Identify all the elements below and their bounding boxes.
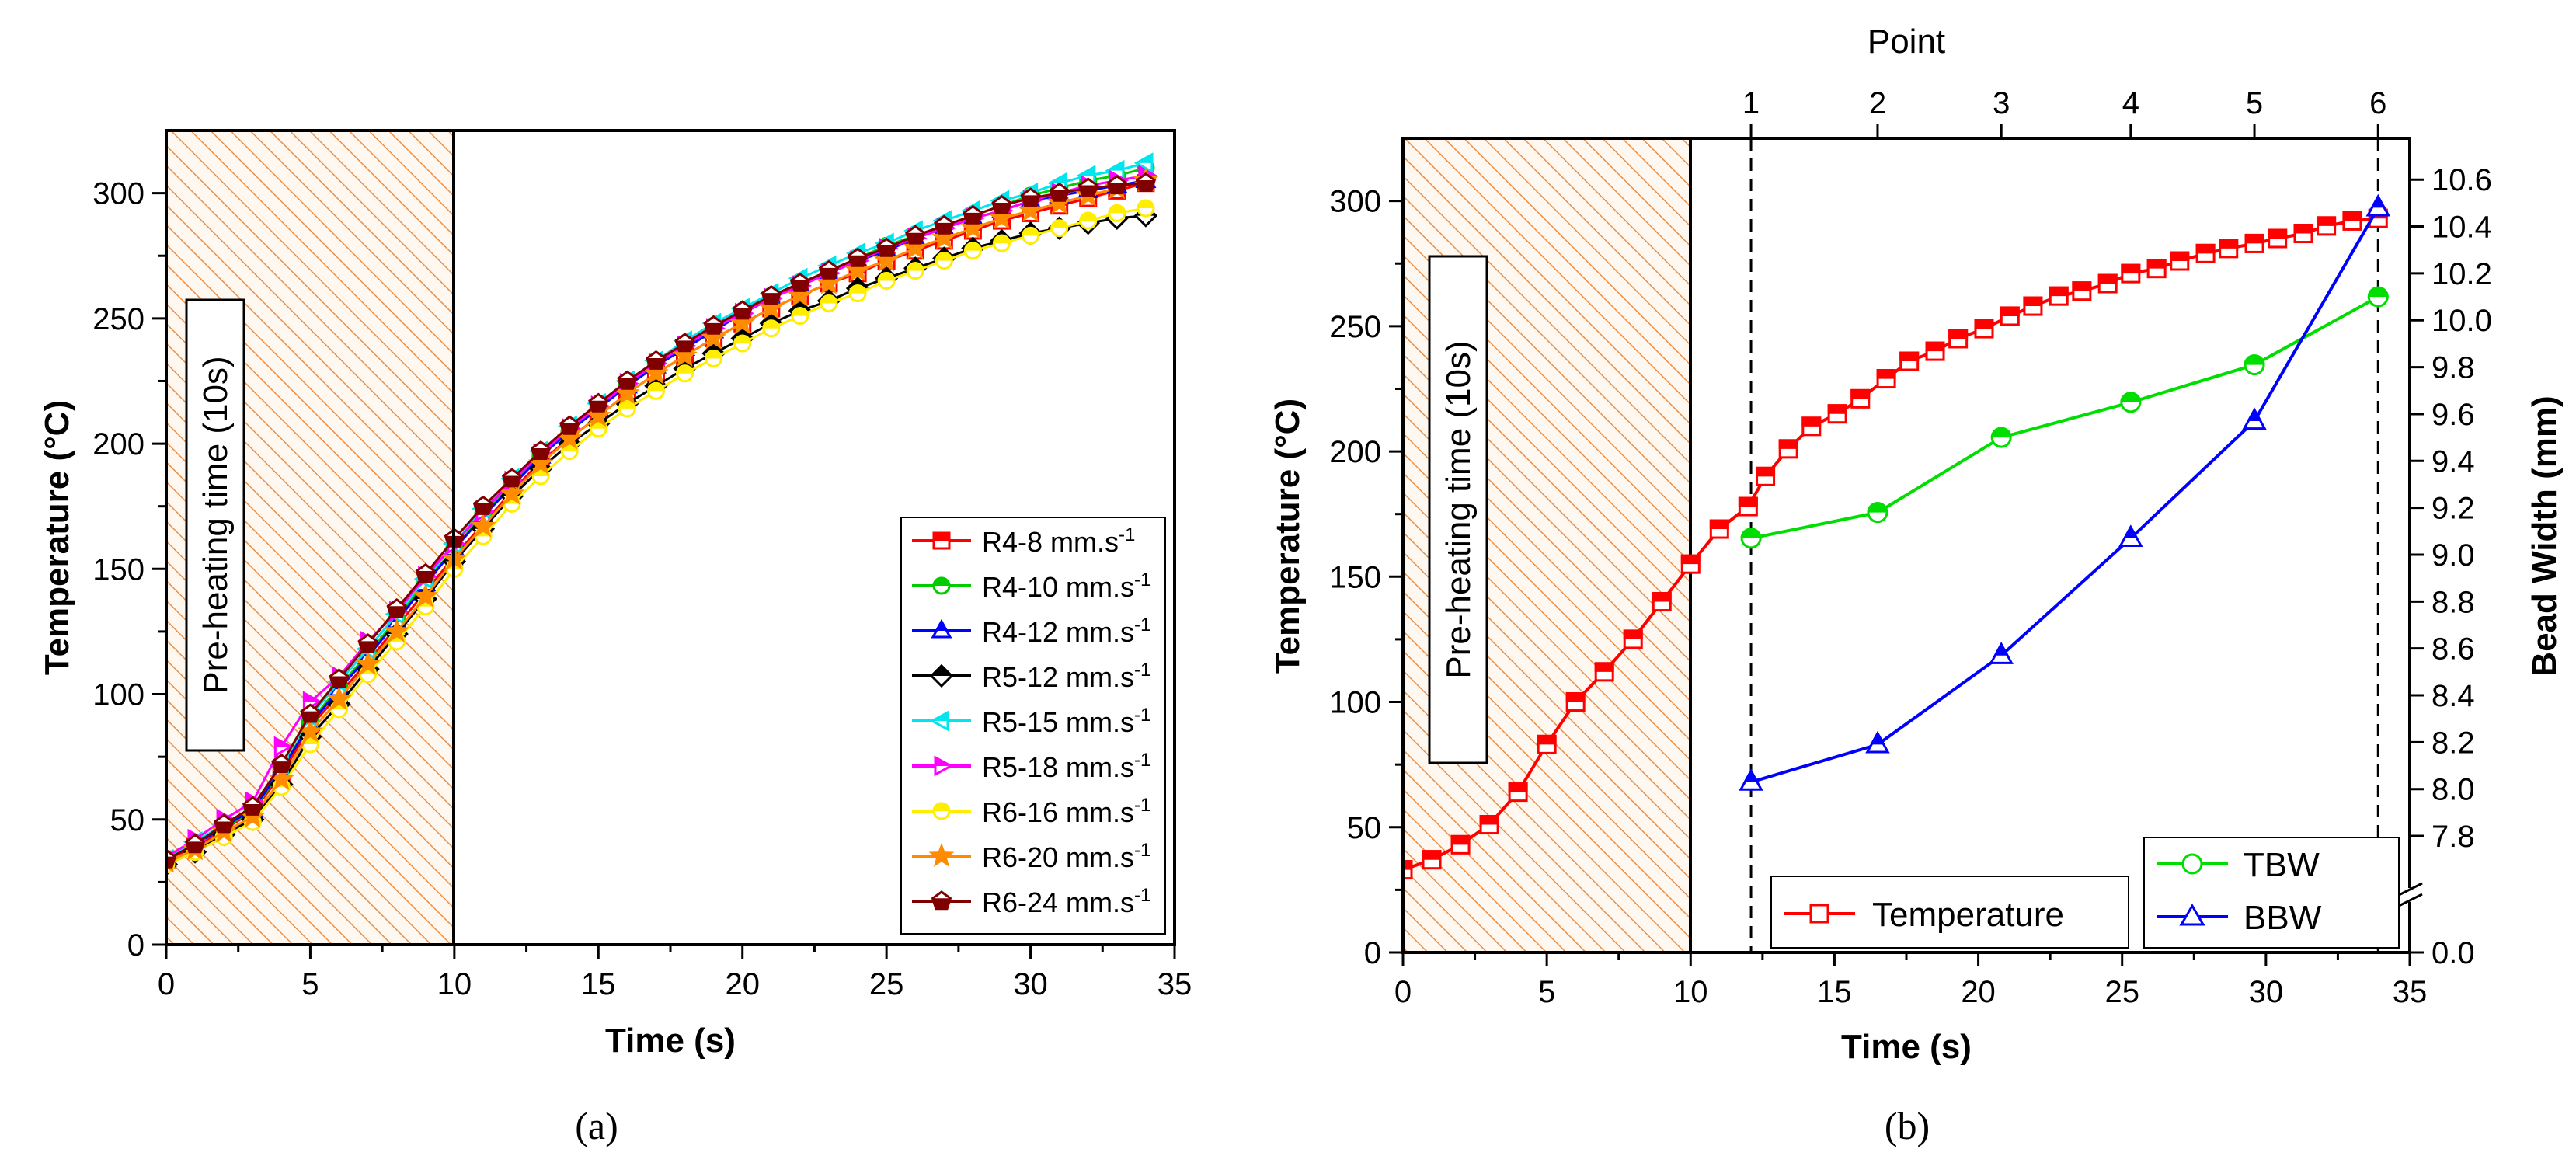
y-tick-label: 300 [1329,185,1381,219]
y2-tick-label: 10.0 [2432,304,2492,338]
y-axis-label: Temperature (°C) [38,400,76,675]
x-tick-label: 30 [2249,975,2284,1009]
y-tick-label: 50 [110,803,145,837]
y2-tick-label: 9.8 [2432,351,2475,385]
y-tick-label: 100 [1329,686,1381,720]
x-tick-label: 0 [1394,975,1412,1009]
legend-label-tbw: TBW [2244,846,2320,884]
legend-label: R4-10 mm.s-1 [982,569,1150,603]
legend-label-temperature: Temperature [1872,896,2064,934]
legend-label: R6-24 mm.s-1 [982,885,1150,918]
series-BBW [1741,197,2389,789]
y-tick-label: 0 [1364,936,1381,970]
y2-tick-label: 8.8 [2432,585,2475,619]
x-tick-label: 25 [2104,975,2139,1009]
x-axis-label: Time (s) [605,1022,736,1060]
legend-temperature: Temperature [1771,876,2129,948]
y-axis-label: Temperature (°C) [1269,399,1307,674]
y2-tick-label: 10.4 [2432,211,2492,245]
legend-marker [1811,905,1828,922]
legend-label-bbw: BBW [2244,899,2322,937]
y2-tick-label: 7.8 [2432,820,2475,854]
y-tick-label: 150 [92,552,144,587]
legend-label: R4-8 mm.s-1 [982,524,1135,558]
y2-tick-label: 9.6 [2432,398,2475,432]
y-tick-label: 100 [92,678,144,712]
x-tick-label: 15 [581,967,616,1001]
legend-marker [2183,855,2202,873]
x-tick-label: 5 [1538,975,1555,1009]
preheat-annotation: Pre-heating time (10s) [1429,256,1487,763]
y2-tick-label: 8.6 [2432,632,2475,667]
panel-a: 0 5 10 15 20 25 30 35 0 50 100 150 200 250 300 Pre-hea… [38,131,1192,1147]
y-tick-label: 250 [1329,310,1381,344]
x2-tick-label: 1 [1742,86,1760,120]
x-tick-label: 0 [158,967,175,1001]
x2-axis-label: Point [1868,23,1945,61]
y2-tick-label: 0.0 [2432,936,2475,970]
y2-tick-label: 8.2 [2432,726,2475,760]
panel-b: 0 5 10 15 20 25 30 350501001502002503000.07.88.… [1269,23,2564,1147]
x2-tick-label: 3 [1993,86,2010,120]
legend-label: R5-18 mm.s-1 [982,750,1150,783]
y-tick-label: 50 [1347,811,1382,845]
x2-tick-label: 6 [2369,86,2386,120]
y-tick-label: 0 [127,928,144,963]
y-tick-label: 200 [92,427,144,461]
legend-label: R5-12 mm.s-1 [982,660,1150,693]
y2-tick-label: 10.6 [2432,163,2492,197]
legend: R4-8 mm.s-1 R4-10 mm.s-1 R4-12 mm.s-1 R5-12… [901,517,1165,934]
x2-tick-label: 4 [2122,86,2139,120]
x-tick-label: 10 [437,967,472,1001]
panel-caption-b: (b) [1885,1104,1930,1147]
x-tick-label: 30 [1013,967,1048,1001]
y2-axis-label: Bead Width (mm) [2526,395,2564,676]
x-tick-label: 5 [301,967,319,1001]
x-tick-label: 15 [1817,975,1852,1009]
y-tick-label: 300 [92,177,144,211]
y2-tick-label: 9.0 [2432,538,2475,573]
x-tick-label: 20 [1961,975,1996,1009]
panel-caption-a: (a) [575,1104,618,1147]
y-tick-label: 250 [92,302,144,336]
y2-tick-label: 10.2 [2432,257,2492,291]
preheat-label: Pre-heating time (10s) [197,356,235,694]
x2-tick-label: 2 [1869,86,1886,120]
figure: 0 5 10 15 20 25 30 35050100150200250300 Pre-hea… [0,0,2576,1156]
x-tick-label: 20 [725,967,760,1001]
y2-tick-label: 9.4 [2432,444,2475,479]
preheat-annotation: Pre-heating time (10s) [186,300,244,750]
x-tick-label: 10 [1673,975,1708,1009]
legend-label: R4-12 mm.s-1 [982,615,1150,648]
legend-bead-width: TBW BBW [2144,837,2399,948]
legend-label: R5-15 mm.s-1 [982,705,1150,738]
y2-tick-label: 8.0 [2432,773,2475,807]
x-tick-label: 25 [869,967,904,1001]
x-tick-label: 35 [2393,975,2428,1009]
y-tick-label: 200 [1329,435,1381,469]
legend-label: R6-20 mm.s-1 [982,840,1150,873]
legend-label: R6-16 mm.s-1 [982,795,1150,828]
y-tick-label: 150 [1329,560,1381,594]
y2-tick-label: 8.4 [2432,679,2475,713]
x-tick-label: 35 [1157,967,1192,1001]
preheat-label: Pre-heating time (10s) [1439,340,1478,678]
x-axis-label: Time (s) [1841,1028,1972,1066]
x2-tick-label: 5 [2246,86,2263,120]
y2-tick-label: 9.2 [2432,492,2475,526]
